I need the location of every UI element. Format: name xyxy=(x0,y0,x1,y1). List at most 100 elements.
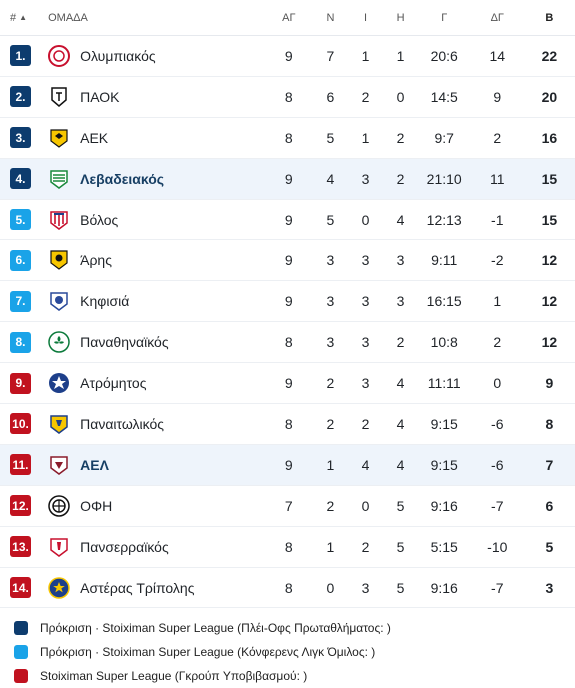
table-row[interactable]: 7. Κηφισιά 9 3 3 3 16:15 1 12 xyxy=(0,281,575,323)
wins-cell: 0 xyxy=(326,579,335,596)
losses-cell: 5 xyxy=(396,497,405,514)
played-cell: 9 xyxy=(284,456,293,473)
rank-badge: 8. xyxy=(10,331,31,353)
draws-cell: 3 xyxy=(361,334,370,351)
team-name[interactable]: ΑΕΚ xyxy=(80,129,109,146)
rank-cell: 14. xyxy=(0,577,44,599)
goals-cell: 14:5 xyxy=(430,88,458,105)
table-row[interactable]: 13. Πανσερραϊκός 8 1 2 5 5:15 -10 5 xyxy=(0,527,575,568)
table-row[interactable]: 12. ΟΦΗ 7 2 0 5 9:16 -7 6 xyxy=(0,486,575,527)
team-cell[interactable]: Ατρόμητος xyxy=(44,372,264,394)
legend-text: Stoiximan Super League (Γκρούπ Υποβιβασμ… xyxy=(40,669,308,684)
team-cell[interactable]: Παναθηναϊκός xyxy=(44,331,264,353)
played-cell: 7 xyxy=(284,497,293,514)
team-name[interactable]: Παναιτωλικός xyxy=(80,415,165,432)
team-name[interactable]: ΠΑΟΚ xyxy=(80,88,120,105)
goals-cell: 9:15 xyxy=(430,456,458,473)
team-cell[interactable]: Κηφισιά xyxy=(44,290,264,312)
header-wins[interactable]: Ν xyxy=(326,11,335,24)
goals-cell: 9:11 xyxy=(431,252,458,269)
losses-cell: 2 xyxy=(396,129,405,146)
rank-badge: 2. xyxy=(10,86,31,108)
played-cell: 8 xyxy=(284,579,293,596)
header-draws[interactable]: Ι xyxy=(364,11,368,24)
team-name[interactable]: Παναθηναϊκός xyxy=(80,334,169,351)
table-row[interactable]: 9. Ατρόμητος 9 2 3 4 11:11 0 9 xyxy=(0,363,575,405)
losses-cell: 2 xyxy=(396,334,405,351)
header-points[interactable]: Β xyxy=(545,11,554,24)
points-cell: 16 xyxy=(541,129,558,146)
wins-cell: 1 xyxy=(326,538,335,555)
team-name[interactable]: Λεβαδειακός xyxy=(80,170,165,187)
goals-cell: 11:11 xyxy=(427,375,461,392)
rank-cell: 6. xyxy=(0,249,44,271)
goals-cell: 9:16 xyxy=(430,579,458,596)
wins-cell: 2 xyxy=(326,415,335,432)
table-row[interactable]: 5. Βόλος 9 5 0 4 12:13 -1 15 xyxy=(0,200,575,241)
goals-cell: 9:7 xyxy=(434,129,454,146)
team-name[interactable]: ΟΦΗ xyxy=(80,497,113,514)
header-goal-diff[interactable]: ΔΓ xyxy=(490,11,504,24)
losses-cell: 4 xyxy=(396,211,405,228)
rank-cell: 8. xyxy=(0,331,44,353)
rank-badge: 1. xyxy=(10,45,31,67)
team-name[interactable]: Πανσερραϊκός xyxy=(80,538,169,555)
table-row[interactable]: 6. Άρης 9 3 3 3 9:11 -2 12 xyxy=(0,240,575,282)
table-row[interactable]: 3. ΑΕΚ 8 5 1 2 9:7 2 16 xyxy=(0,118,575,159)
rank-badge: 3. xyxy=(10,127,31,149)
wins-cell: 7 xyxy=(326,47,335,64)
table-row[interactable]: 11. ΑΕΛ 9 1 4 4 9:15 -6 7 xyxy=(0,444,575,486)
volos-crest-icon xyxy=(48,209,70,231)
team-cell[interactable]: Πανσερραϊκός xyxy=(44,536,264,558)
legend-text: Πρόκριση · Stoiximan Super League (Πλέι-… xyxy=(40,621,391,636)
team-cell[interactable]: Λεβαδειακός xyxy=(44,168,264,190)
header-rank[interactable]: # ▲ xyxy=(0,12,44,24)
header-team: ΟΜΑΔΑ xyxy=(48,11,88,24)
team-cell[interactable]: Ολυμπιακός xyxy=(44,44,264,67)
team-name[interactable]: Αστέρας Τρίπολης xyxy=(80,579,195,596)
table-row[interactable]: 2. ΠΑΟΚ 8 6 2 0 14:5 9 20 xyxy=(0,77,575,118)
team-cell[interactable]: ΑΕΚ xyxy=(44,127,264,149)
goal-diff-cell: -6 xyxy=(491,456,504,473)
team-cell[interactable]: Παναιτωλικός xyxy=(44,413,264,435)
played-cell: 9 xyxy=(284,252,293,269)
rank-cell: 10. xyxy=(0,413,44,435)
team-cell[interactable]: ΠΑΟΚ xyxy=(44,86,264,108)
legend: Πρόκριση · Stoiximan Super League (Πλέι-… xyxy=(0,608,575,688)
points-cell: 12 xyxy=(541,334,558,351)
rank-cell: 11. xyxy=(0,454,44,476)
table-header: # ▲ ΟΜΑΔΑ ΑΓ Ν Ι Η Γ ΔΓ Β xyxy=(0,0,575,36)
table-row[interactable]: 8. Παναθηναϊκός 8 3 3 2 10:8 2 12 xyxy=(0,322,575,364)
team-name[interactable]: Άρης xyxy=(80,252,112,269)
goal-diff-cell: -10 xyxy=(487,538,508,555)
table-row[interactable]: 1. Ολυμπιακός 9 7 1 1 20:6 14 22 xyxy=(0,36,575,77)
played-cell: 9 xyxy=(284,170,293,187)
table-row[interactable]: 10. Παναιτωλικός 8 2 2 4 9:15 -6 8 xyxy=(0,404,575,445)
legend-item: Stoiximan Super League (Γκρούπ Υποβιβασμ… xyxy=(0,664,575,688)
points-cell: 22 xyxy=(541,47,558,64)
rank-cell: 5. xyxy=(0,209,44,230)
team-cell[interactable]: Άρης xyxy=(44,249,264,271)
points-cell: 8 xyxy=(545,415,554,432)
rank-badge: 12. xyxy=(10,495,31,517)
team-name[interactable]: Βόλος xyxy=(80,211,119,228)
header-rank-label: # xyxy=(10,11,17,24)
table-row[interactable]: 14. Αστέρας Τρίπολης 8 0 3 5 9:16 -7 3 xyxy=(0,568,575,609)
draws-cell: 0 xyxy=(361,211,370,228)
goal-diff-cell: 14 xyxy=(489,47,506,64)
draws-cell: 3 xyxy=(361,252,370,269)
table-row[interactable]: 4. Λεβαδειακός 9 4 3 2 21:10 11 15 xyxy=(0,158,575,200)
rank-badge: 11. xyxy=(10,454,31,476)
team-name[interactable]: Κηφισιά xyxy=(80,293,130,310)
header-goals[interactable]: Γ xyxy=(441,11,448,24)
played-cell: 8 xyxy=(284,334,293,351)
team-name[interactable]: Ολυμπιακός xyxy=(80,47,156,64)
team-cell[interactable]: Αστέρας Τρίπολης xyxy=(44,576,264,599)
team-name[interactable]: ΑΕΛ xyxy=(80,456,109,473)
team-cell[interactable]: ΟΦΗ xyxy=(44,494,264,517)
team-cell[interactable]: Βόλος xyxy=(44,209,264,231)
header-losses[interactable]: Η xyxy=(396,11,405,24)
header-played[interactable]: ΑΓ xyxy=(282,11,296,24)
team-name[interactable]: Ατρόμητος xyxy=(80,375,147,392)
team-cell[interactable]: ΑΕΛ xyxy=(44,454,264,476)
